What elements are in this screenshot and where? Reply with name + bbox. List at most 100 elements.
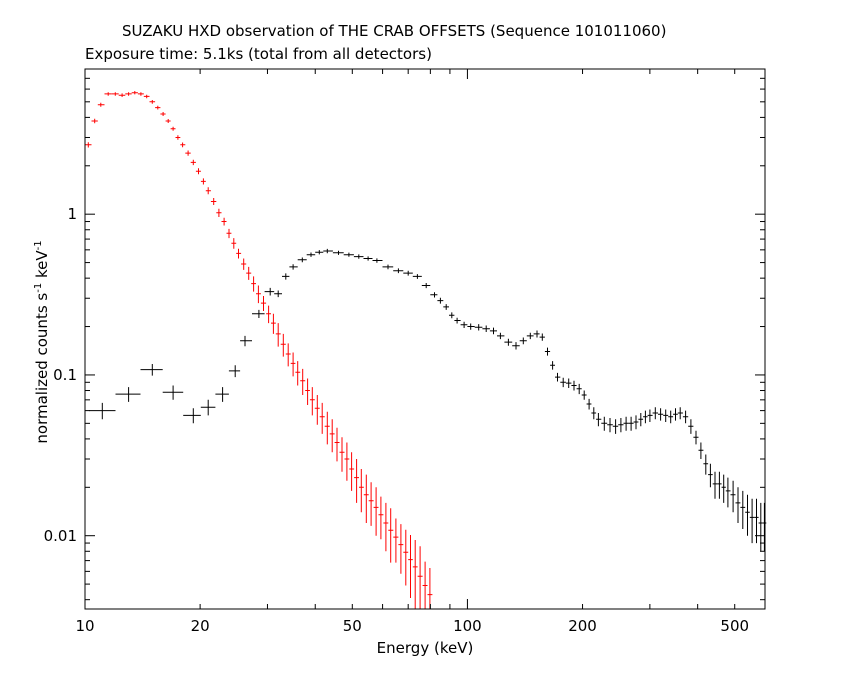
data-point	[703, 454, 709, 475]
data-point	[155, 105, 161, 110]
data-point	[544, 347, 551, 356]
data-point	[297, 257, 307, 263]
data-point	[300, 368, 306, 395]
data-point	[359, 469, 364, 513]
data-point	[305, 378, 310, 405]
data-point	[430, 292, 438, 298]
y-axis-label-unit: keV	[33, 250, 51, 283]
data-point	[319, 402, 325, 434]
data-point	[306, 252, 316, 257]
y-tick-label: 0.1	[53, 365, 77, 384]
data-point	[246, 266, 252, 280]
data-point	[260, 296, 267, 311]
data-point	[623, 416, 629, 431]
data-point	[708, 463, 713, 488]
data-point	[373, 487, 379, 536]
data-point	[408, 535, 413, 598]
data-point	[329, 419, 335, 453]
data-point	[618, 418, 624, 433]
chart-title: SUZAKU HXD observation of THE CRAB OFFSE…	[122, 22, 667, 40]
data-point	[280, 333, 286, 357]
data-point	[104, 92, 112, 96]
data-point	[137, 92, 144, 96]
y-tick-label: 0.01	[43, 526, 77, 545]
data-point	[393, 518, 399, 563]
x-tick-label: 50	[342, 617, 362, 635]
data-point	[474, 324, 483, 331]
data-point	[658, 408, 664, 421]
data-point	[388, 508, 394, 563]
data-point	[749, 498, 755, 544]
data-point	[289, 264, 298, 270]
data-point	[482, 325, 490, 332]
data-point	[252, 309, 265, 318]
data-point	[115, 387, 141, 402]
series-pin	[85, 91, 433, 609]
data-point	[643, 410, 648, 424]
data-point	[91, 118, 98, 124]
data-point	[183, 408, 201, 424]
data-point	[170, 126, 176, 131]
data-point	[382, 264, 394, 270]
data-point	[89, 402, 116, 420]
data-point	[601, 416, 608, 431]
plot-frame	[84, 68, 766, 610]
y-axis-label-exp2: -1	[33, 240, 44, 251]
data-point	[668, 410, 674, 424]
data-point	[180, 142, 186, 148]
data-point	[682, 410, 689, 424]
data-point	[745, 494, 750, 536]
data-point	[652, 407, 658, 420]
data-point	[221, 217, 227, 226]
data-point	[460, 321, 468, 328]
data-point	[162, 385, 184, 400]
data-point	[165, 119, 171, 123]
data-point	[264, 287, 275, 296]
data-point	[550, 361, 555, 370]
data-point	[200, 399, 216, 416]
data-point	[274, 290, 282, 298]
data-point	[489, 327, 497, 335]
data-point	[454, 317, 461, 324]
data-point	[533, 330, 540, 338]
data-point	[698, 442, 704, 459]
data-point	[519, 337, 527, 345]
data-point	[241, 258, 247, 270]
data-point	[555, 372, 561, 382]
data-point	[526, 332, 534, 340]
data-point	[368, 482, 374, 526]
data-point	[612, 419, 619, 434]
data-point	[125, 92, 132, 96]
y-axis-label: normalized counts s-1 keV-1	[33, 240, 51, 443]
data-point	[398, 524, 404, 574]
y-axis-label-exp1: -1	[33, 282, 44, 293]
data-point	[363, 474, 369, 523]
data-point	[725, 477, 731, 508]
data-point	[226, 228, 232, 239]
data-point	[349, 452, 355, 491]
data-point	[497, 332, 505, 340]
x-tick-label: 100	[453, 617, 482, 635]
data-point	[421, 283, 431, 289]
data-point	[596, 413, 602, 427]
data-point	[324, 411, 330, 445]
data-point	[372, 258, 383, 263]
data-point	[85, 142, 92, 148]
data-point	[403, 529, 409, 586]
data-point	[200, 178, 206, 185]
data-point	[677, 407, 683, 420]
data-point	[149, 100, 156, 104]
data-point	[735, 487, 741, 523]
data-point	[231, 238, 237, 249]
data-point	[271, 313, 276, 334]
data-point	[295, 361, 301, 386]
series-layer	[85, 91, 767, 609]
data-point	[437, 297, 444, 304]
data-point	[383, 502, 389, 552]
data-point	[205, 187, 211, 195]
data-point	[565, 378, 572, 388]
data-point	[97, 102, 105, 107]
data-point	[275, 323, 281, 347]
data-point	[443, 304, 449, 310]
